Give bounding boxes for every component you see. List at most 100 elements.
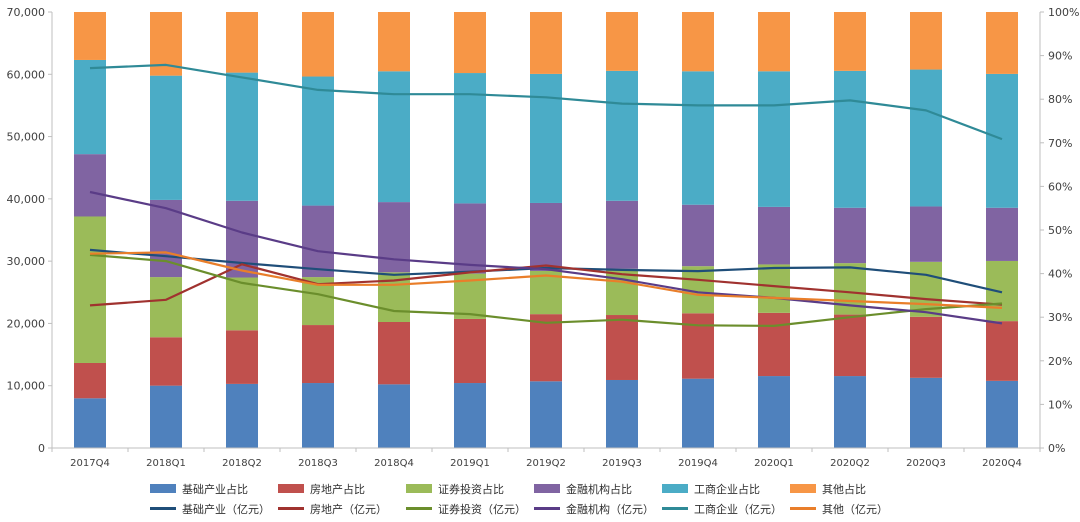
legend-swatch — [662, 484, 688, 493]
bar-segment — [302, 325, 334, 384]
legend-label: 工商企业占比 — [694, 482, 760, 496]
series-line — [89, 251, 1003, 309]
bar-segment — [834, 12, 866, 71]
x-tick-label: 2019Q4 — [678, 458, 718, 469]
legend-label: 房地产（亿元） — [310, 502, 387, 516]
bar-segment — [758, 312, 790, 377]
bar-segment — [606, 200, 638, 269]
bar-segment — [378, 12, 410, 72]
series-line — [89, 263, 1003, 307]
bar-segment — [378, 71, 410, 203]
legend-swatch — [150, 484, 176, 493]
legend-label: 基础产业占比 — [182, 482, 248, 496]
legend-item: 金融机构占比 — [534, 481, 662, 496]
series-line — [89, 63, 1003, 141]
right-y-tick-label: 100% — [1048, 6, 1079, 19]
bar-segment — [530, 381, 562, 448]
bar-segment — [986, 380, 1018, 448]
legend: 基础产业占比 房地产占比 证券投资占比 金融机构占比 工商企业占比 其他占比 基础产业（亿元… — [150, 481, 950, 516]
x-tick-label: 2020Q2 — [830, 458, 870, 469]
legend-swatch — [790, 484, 816, 493]
bar-segment — [226, 200, 258, 278]
legend-swatch — [534, 507, 560, 510]
bar-segment — [378, 202, 410, 273]
bar-segment — [758, 206, 790, 265]
x-tick-label: 2019Q1 — [450, 458, 490, 469]
legend-swatch — [150, 507, 176, 510]
x-tick-label: 2020Q4 — [982, 458, 1022, 469]
bar-segment — [986, 321, 1018, 381]
bar-segment — [302, 383, 334, 448]
bar-segment — [682, 313, 714, 379]
legend-label: 房地产占比 — [310, 482, 365, 496]
bar-segment — [606, 379, 638, 448]
left-y-tick-label: 0 — [38, 442, 45, 455]
bar-segment — [226, 72, 258, 201]
bar-segment — [758, 12, 790, 72]
right-y-tick-label: 50% — [1048, 224, 1072, 237]
bar-segment — [682, 204, 714, 267]
bar-segment — [682, 378, 714, 448]
bar-segment — [378, 321, 410, 385]
bar-segment — [226, 12, 258, 73]
legend-item: 房地产占比 — [278, 481, 406, 496]
x-tick-label: 2017Q4 — [70, 458, 110, 469]
bar-segment — [834, 376, 866, 448]
legend-label: 基础产业（亿元） — [182, 502, 270, 516]
bar-segment — [986, 207, 1018, 261]
right-y-tick-label: 40% — [1048, 268, 1072, 281]
bar-segment — [910, 12, 942, 70]
bar-segment — [302, 76, 334, 206]
bar-segment — [986, 12, 1018, 74]
x-tick-label: 2018Q2 — [222, 458, 262, 469]
bar-segment — [74, 59, 106, 155]
x-tick-label: 2018Q4 — [374, 458, 414, 469]
bar-segment — [682, 12, 714, 72]
bar-segment — [606, 268, 638, 316]
left-y-tick-label: 60,000 — [7, 68, 46, 81]
bar-segment — [530, 314, 562, 382]
left-y-tick-label: 50,000 — [7, 131, 46, 144]
x-tick-label: 2018Q1 — [146, 458, 186, 469]
bar-segment — [74, 154, 106, 217]
bar-segment — [834, 207, 866, 264]
series-line — [89, 253, 1003, 327]
legend-label: 金融机构占比 — [566, 482, 632, 496]
bar-segment — [834, 70, 866, 208]
legend-label: 证券投资占比 — [438, 482, 504, 496]
legend-swatch — [406, 484, 432, 493]
right-y-tick-label: 0% — [1048, 442, 1065, 455]
legend-item: 证券投资（亿元） — [406, 501, 534, 516]
bar-segment — [910, 316, 942, 378]
left-y-tick-label: 40,000 — [7, 193, 46, 206]
left-y-tick-label: 70,000 — [7, 6, 46, 19]
series-line — [89, 248, 1003, 294]
bar-segment — [530, 73, 562, 203]
legend-swatch — [662, 507, 688, 510]
right-y-tick-label: 20% — [1048, 355, 1072, 368]
bar-segment — [150, 337, 182, 386]
bar-segment — [530, 12, 562, 74]
bar-segment — [74, 216, 106, 363]
bar-segment — [986, 260, 1018, 322]
bar-segment — [530, 270, 562, 315]
legend-item: 房地产（亿元） — [278, 501, 406, 516]
x-tick-label: 2020Q3 — [906, 458, 946, 469]
left-y-tick-label: 20,000 — [7, 317, 46, 330]
x-tick-label: 2020Q1 — [754, 458, 794, 469]
legend-item: 工商企业占比 — [662, 481, 790, 496]
bar-segment — [606, 70, 638, 201]
bar-segment — [454, 203, 486, 274]
right-y-tick-label: 60% — [1048, 180, 1072, 193]
bar-segment — [74, 362, 106, 399]
legend-item: 证券投资占比 — [406, 481, 534, 496]
bar-segment — [226, 330, 258, 384]
bar-segment — [910, 206, 942, 262]
legend-item: 其他（亿元） — [790, 501, 918, 516]
bar-segment — [226, 277, 258, 331]
bar-segment — [302, 12, 334, 77]
left-y-tick-label: 10,000 — [7, 380, 46, 393]
value-lines — [89, 63, 1003, 327]
bar-segment — [150, 385, 182, 448]
legend-item: 金融机构（亿元） — [534, 501, 662, 516]
